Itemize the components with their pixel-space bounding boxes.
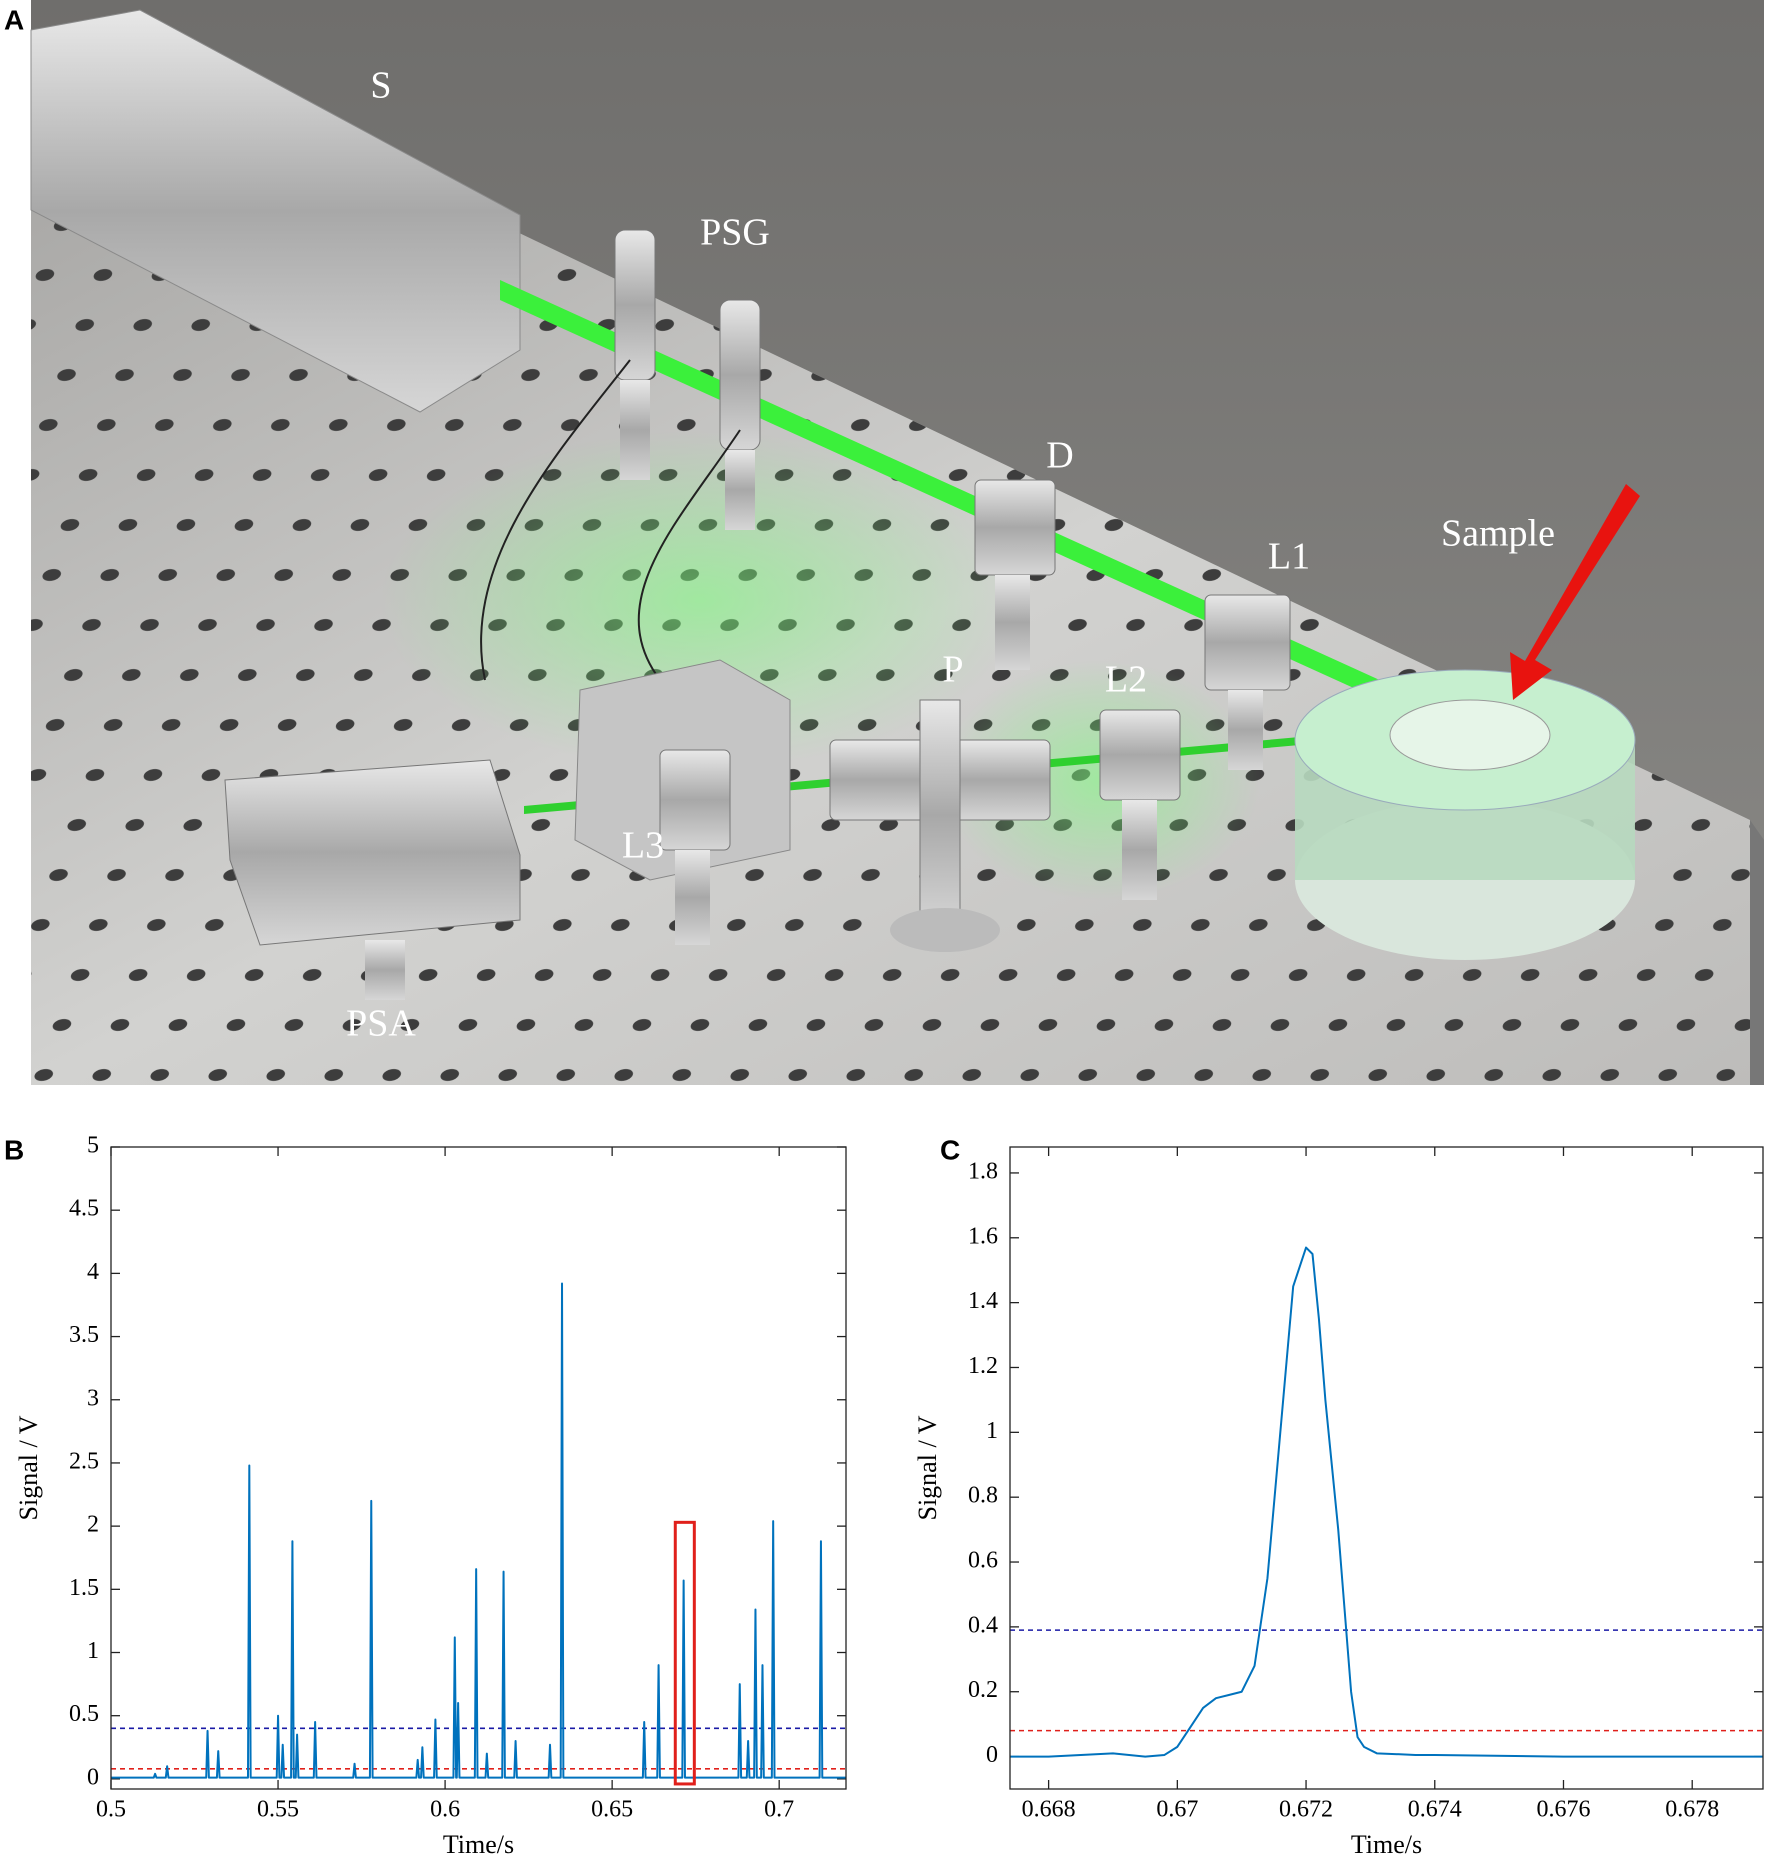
y-tick-label: 0 xyxy=(986,1742,998,1768)
generator-mount xyxy=(614,229,656,381)
post-base xyxy=(890,908,1000,952)
panel-letter: B xyxy=(4,1134,24,1165)
polarizer-post xyxy=(919,699,961,931)
y-tick-label: 2 xyxy=(87,1512,99,1538)
analyzer-box xyxy=(224,759,521,946)
highlight-box xyxy=(673,1520,696,1786)
y-tick-label: 4 xyxy=(87,1259,99,1285)
x-tick-label: 0.6 xyxy=(430,1797,460,1823)
axes-box xyxy=(110,1146,847,1790)
x-tick-label: 0.676 xyxy=(1536,1797,1590,1823)
y-tick-label: 0.4 xyxy=(968,1612,998,1638)
y-tick-label: 1.5 xyxy=(69,1575,99,1601)
y-tick-label: 1.2 xyxy=(968,1353,998,1379)
series-line xyxy=(111,1282,846,1779)
scene-label: S xyxy=(370,65,391,107)
scene-label: PSG xyxy=(700,212,770,254)
scene-label: P xyxy=(942,649,963,691)
lens-mount xyxy=(1099,709,1181,801)
cable xyxy=(480,359,741,681)
scene-label: L1 xyxy=(1268,536,1310,578)
lens-mount xyxy=(1204,594,1291,691)
scene-label: L3 xyxy=(622,825,664,867)
post xyxy=(365,940,405,1000)
x-tick-label: 0.674 xyxy=(1408,1797,1462,1823)
y-tick-label: 1 xyxy=(87,1638,99,1664)
x-axis-label: Time/s xyxy=(443,1830,514,1859)
x-tick-label: 0.668 xyxy=(1022,1797,1076,1823)
x-tick-label: 0.672 xyxy=(1279,1797,1333,1823)
x-tick-label: 0.65 xyxy=(591,1797,633,1823)
arrow xyxy=(1510,484,1640,700)
series-line xyxy=(1010,1246,1763,1758)
y-tick-label: 1.6 xyxy=(968,1223,998,1249)
diaphragm-mount xyxy=(974,479,1056,576)
plot-content xyxy=(111,1282,846,1786)
panel-letter: A xyxy=(4,4,24,35)
scene-label: Sample xyxy=(1441,513,1555,555)
panel-a-scene: S PSG D L1 Sample P L2 L3 PSA xyxy=(30,0,1764,1085)
table-edge xyxy=(1750,820,1764,1085)
glow xyxy=(380,430,1020,770)
post xyxy=(1122,800,1157,900)
plot-area xyxy=(1010,1147,1763,1789)
x-tick-label: 0.678 xyxy=(1665,1797,1719,1823)
x-tick-label: 0.5 xyxy=(96,1797,126,1823)
scene-label: L2 xyxy=(1105,659,1147,701)
y-tick-label: 1.8 xyxy=(968,1158,998,1184)
plot-area xyxy=(111,1147,846,1789)
petri-dish xyxy=(1389,699,1551,771)
y-tick-label: 0.5 xyxy=(69,1701,99,1727)
source-box xyxy=(30,9,521,413)
x-tick-label: 0.55 xyxy=(257,1797,299,1823)
y-tick-label: 3.5 xyxy=(69,1322,99,1348)
x-tick-label: 0.7 xyxy=(764,1797,794,1823)
y-tick-label: 1.4 xyxy=(968,1288,998,1314)
lens-mount xyxy=(659,749,731,851)
y-tick-label: 1 xyxy=(986,1418,998,1444)
post xyxy=(675,850,710,945)
post xyxy=(620,380,650,480)
axes-box xyxy=(1009,1146,1764,1790)
plot-content xyxy=(1010,1246,1763,1758)
post xyxy=(725,450,755,530)
y-axis-label: Signal / V xyxy=(14,1415,43,1520)
y-tick-label: 0 xyxy=(87,1764,99,1790)
post xyxy=(1228,690,1263,770)
y-tick-label: 2.5 xyxy=(69,1448,99,1474)
scene-label: PSA xyxy=(346,1003,416,1045)
y-tick-label: 3 xyxy=(87,1385,99,1411)
post xyxy=(995,575,1030,670)
y-tick-label: 0.6 xyxy=(968,1548,998,1574)
generator-mount xyxy=(719,299,761,451)
y-axis-label: Signal / V xyxy=(913,1415,942,1520)
panel-letter: C xyxy=(940,1134,960,1165)
y-tick-label: 0.8 xyxy=(968,1483,998,1509)
x-tick-label: 0.67 xyxy=(1156,1797,1198,1823)
y-tick-label: 4.5 xyxy=(69,1196,99,1222)
scene-label: D xyxy=(1046,435,1073,477)
y-tick-label: 5 xyxy=(87,1133,99,1159)
y-tick-label: 0.2 xyxy=(968,1677,998,1703)
x-axis-label: Time/s xyxy=(1351,1830,1422,1859)
